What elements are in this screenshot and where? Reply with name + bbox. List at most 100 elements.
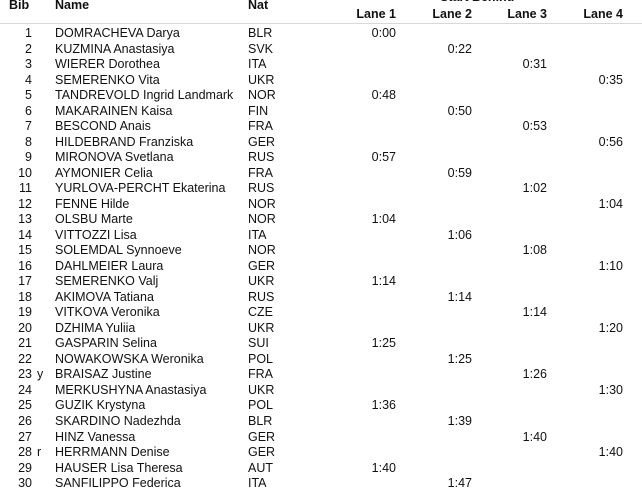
nation: SUI: [248, 336, 269, 351]
athlete-name: DAHLMEIER Laura: [55, 258, 164, 273]
header-bib: Bib: [9, 0, 30, 12]
athlete-name: NOWAKOWSKA Weronika: [55, 351, 204, 366]
start-behind: 0:57: [371, 150, 396, 165]
athlete-name: KUZMINA Anastasiya: [55, 41, 175, 56]
nation: ITA: [248, 57, 267, 72]
header-rule: [0, 23, 642, 24]
athlete-name: HAUSER Lisa Theresa: [55, 460, 183, 475]
athlete-name: DZHIMA Yuliia: [55, 320, 136, 335]
bib: 21: [18, 336, 32, 351]
start-behind: 1:25: [371, 336, 396, 351]
header-lane: Lane 3: [507, 7, 547, 21]
start-behind: 1:02: [522, 181, 547, 196]
bib: 10: [18, 165, 32, 180]
bib: 23: [18, 367, 32, 382]
athlete-name: AYMONIER Celia: [55, 165, 153, 180]
start-behind: 1:40: [598, 445, 623, 460]
bib: 16: [18, 258, 32, 273]
nation: NOR: [248, 88, 276, 103]
bib: 3: [25, 57, 32, 72]
bib: 29: [18, 460, 32, 475]
header-lane: Lane 1: [356, 7, 396, 21]
start-behind: 0:31: [522, 57, 547, 72]
athlete-name: VITKOVA Veronika: [55, 305, 160, 320]
athlete-name: MIRONOVA Svetlana: [55, 150, 174, 165]
start-behind: 0:50: [447, 103, 472, 118]
bib: 1: [25, 26, 32, 40]
header-nat: Nat: [248, 0, 269, 12]
bib: 25: [18, 398, 32, 413]
header-lane: Lane 4: [583, 7, 623, 21]
bib: 22: [18, 351, 32, 366]
athlete-name: FENNE Hilde: [55, 196, 130, 211]
bib: 9: [25, 150, 32, 165]
nation: RUS: [248, 181, 275, 196]
athlete-name: WIERER Dorothea: [55, 57, 160, 72]
nation: SVK: [248, 41, 274, 56]
start-behind: 1:39: [447, 414, 472, 428]
start-behind: 1:08: [522, 243, 547, 258]
bib: 18: [18, 289, 32, 304]
bib: 11: [19, 181, 32, 196]
start-behind: 1:40: [371, 460, 396, 475]
athlete-name: GASPARIN Selina: [55, 336, 157, 351]
bib: 4: [25, 72, 32, 87]
athlete-name: BESCOND Anais: [55, 119, 151, 134]
bib: 13: [18, 212, 32, 227]
start-behind: 1:40: [522, 429, 547, 444]
athlete-name: SANFILIPPO Federica: [55, 476, 181, 491]
bib: 2: [25, 41, 32, 56]
nation: UKR: [248, 72, 275, 87]
bib: 19: [18, 305, 32, 320]
nation: NOR: [248, 196, 276, 211]
nation: RUS: [248, 150, 275, 165]
nation: AUT: [248, 460, 273, 475]
athlete-name: SEMERENKO Valj: [55, 274, 159, 289]
nation: GER: [248, 134, 276, 149]
nation: GER: [248, 445, 276, 460]
athlete-name: SEMERENKO Vita: [55, 72, 160, 87]
start-behind: 1:20: [598, 320, 623, 335]
athlete-name: AKIMOVA Tatiana: [55, 289, 154, 304]
athlete-name: HILDEBRAND Franziska: [55, 134, 194, 149]
start-behind: 1:06: [447, 227, 472, 242]
bib: 6: [25, 103, 32, 118]
start-behind: 1:10: [598, 258, 623, 273]
athlete-name: SKARDINO Nadezhda: [55, 414, 181, 428]
bib: 30: [18, 476, 32, 491]
nation: FRA: [248, 119, 273, 134]
bib: 15: [18, 243, 32, 258]
athlete-name: VITTOZZI Lisa: [55, 227, 137, 242]
nation: POL: [248, 398, 274, 413]
nation: BLR: [248, 26, 273, 40]
bib: 24: [18, 382, 32, 397]
bib: 14: [18, 227, 32, 242]
nation: FIN: [248, 103, 269, 118]
flag: r: [37, 445, 42, 460]
start-behind: 0:48: [371, 88, 396, 103]
start-behind: 1:04: [371, 212, 396, 227]
nation: UKR: [248, 382, 275, 397]
athlete-name: OLSBU Marte: [55, 212, 133, 227]
start-behind: 0:53: [522, 119, 547, 134]
nation: FRA: [248, 165, 273, 180]
bib: 17: [18, 274, 32, 289]
nation: ITA: [248, 227, 267, 242]
start-behind: 1:14: [371, 274, 396, 289]
flag: y: [37, 367, 44, 382]
nation: UKR: [248, 274, 275, 289]
athlete-name: GUZIK Krystyna: [55, 398, 146, 413]
nation: CZE: [248, 305, 273, 320]
bib: 8: [25, 134, 32, 149]
nation: ITA: [248, 476, 267, 491]
bib: 7: [25, 119, 32, 134]
start-behind: 0:59: [447, 165, 472, 180]
athlete-name: BRAISAZ Justine: [55, 367, 152, 382]
nation: UKR: [248, 320, 275, 335]
start-behind: 1:26: [522, 367, 547, 382]
athlete-name: TANDREVOLD Ingrid Landmark: [55, 88, 234, 103]
athlete-name: SOLEMDAL Synnoeve: [55, 243, 182, 258]
header-lane: Lane 2: [432, 7, 472, 21]
athlete-name: MAKARAINEN Kaisa: [55, 103, 173, 118]
